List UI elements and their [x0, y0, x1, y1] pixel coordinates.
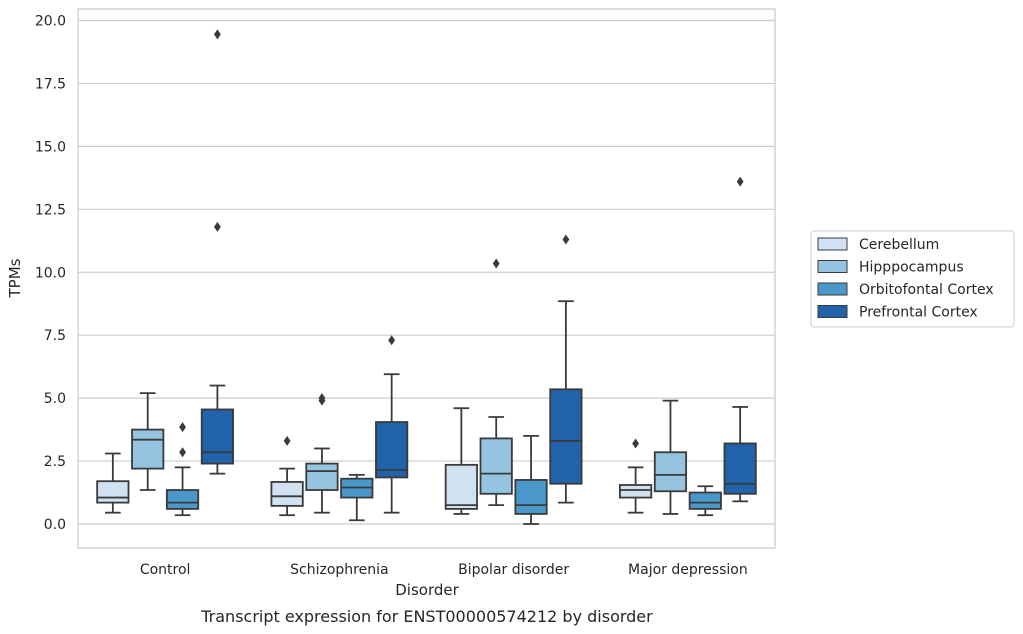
chart-caption: Transcript expression for ENST0000057421…	[200, 607, 653, 626]
box-2-1	[340, 474, 374, 522]
legend-swatch	[817, 282, 848, 296]
legend-swatch	[817, 305, 848, 318]
box-2-3	[688, 485, 722, 517]
box-1-2	[479, 258, 513, 507]
box-3-0	[200, 29, 234, 475]
outlier-point	[492, 258, 500, 269]
box-3-2	[549, 234, 583, 504]
y-tick-label: 5.0	[44, 391, 66, 407]
legend-label: Hipppocampus	[859, 260, 964, 276]
box-iqr	[549, 388, 583, 485]
box-1-3	[653, 399, 688, 515]
box-iqr	[200, 408, 234, 465]
box-0-2	[444, 407, 478, 515]
box-2-2	[514, 434, 548, 525]
box-3-1	[375, 335, 409, 514]
box-plot-marks	[96, 29, 757, 525]
box-iqr	[479, 437, 513, 495]
x-axis-label: Disorder	[395, 581, 459, 599]
x-tick-label: Bipolar disorder	[458, 562, 569, 578]
x-tick-label: Schizophrenia	[290, 562, 388, 578]
legend-label: Cerebellum	[859, 237, 939, 253]
outlier-point	[214, 29, 221, 40]
box-iqr	[131, 428, 165, 470]
outlier-point	[214, 221, 221, 232]
box-iqr	[305, 462, 339, 491]
y-tick-label: 0.0	[44, 517, 66, 533]
outlier-point	[632, 438, 639, 449]
y-tick-label: 12.5	[35, 202, 66, 218]
box-iqr	[96, 480, 130, 504]
box-iqr	[619, 484, 653, 499]
outlier-point	[283, 435, 291, 446]
box-3-3	[723, 176, 757, 503]
legend-frame	[810, 230, 1015, 328]
legend: Cerebellum Hipppocampus Orbitofontal Corte…	[810, 230, 1015, 328]
box-0-3	[619, 438, 653, 514]
y-tick-label: 17.5	[35, 76, 66, 92]
y-tick-label: 2.5	[44, 454, 66, 470]
y-tick-label: 20.0	[35, 14, 66, 30]
y-tick-label: 15.0	[35, 139, 66, 155]
box-iqr	[375, 421, 409, 479]
x-tick-label: Control	[140, 562, 191, 578]
box-iqr	[723, 442, 757, 495]
y-axis-ticks: 0.0 2.5 5.0 7.5 10.0 12.5 15.0 17.5 20.0	[35, 14, 66, 534]
outlier-point	[318, 393, 326, 404]
box-iqr	[165, 489, 200, 510]
box-1-0	[131, 392, 165, 491]
box-0-0	[96, 452, 130, 514]
outlier-point	[388, 335, 396, 346]
outlier-point	[179, 447, 186, 458]
outlier-point	[179, 422, 186, 433]
plot-frame	[77, 8, 776, 549]
legend-swatch	[817, 260, 848, 273]
box-iqr	[270, 481, 304, 507]
box-1-1	[305, 393, 339, 514]
outlier-point	[562, 234, 570, 245]
grid-lines	[78, 19, 775, 525]
box-iqr	[688, 491, 722, 510]
box-0-1	[270, 435, 304, 517]
legend-label: Orbitofontal Cortex	[859, 282, 994, 298]
y-tick-label: 10.0	[35, 265, 66, 281]
box-2-0	[165, 422, 200, 517]
legend-swatch	[817, 237, 848, 251]
x-axis-ticks: Control Schizophrenia Bipolar disorder Majo…	[140, 562, 748, 578]
y-tick-label: 7.5	[44, 328, 66, 344]
box-iqr	[653, 451, 688, 493]
legend-label: Prefrontal Cortex	[859, 305, 978, 321]
outlier-point	[736, 176, 744, 187]
box-iqr	[514, 479, 548, 515]
box-iqr	[444, 463, 478, 510]
x-tick-label: Major depression	[628, 562, 748, 578]
y-axis-label: TPMs	[6, 258, 24, 298]
